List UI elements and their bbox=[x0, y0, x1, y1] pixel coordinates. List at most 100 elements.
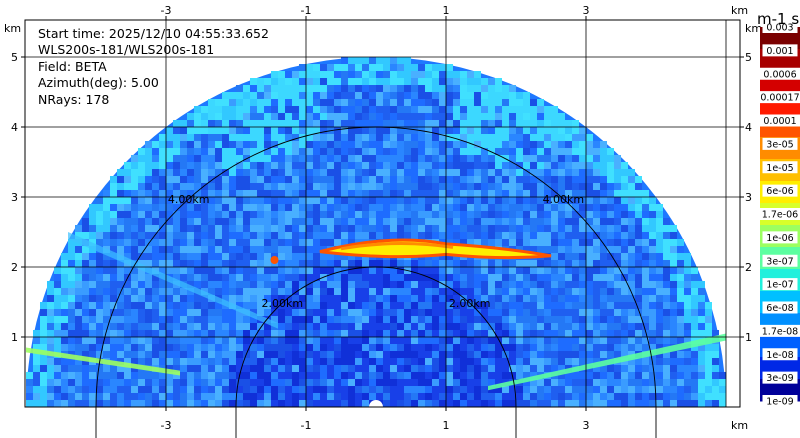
field-cell bbox=[551, 190, 558, 197]
field-cell bbox=[236, 85, 243, 92]
field-cell bbox=[509, 197, 516, 204]
field-cell bbox=[131, 211, 138, 218]
field-cell bbox=[628, 323, 635, 330]
field-cell bbox=[383, 288, 390, 295]
field-cell bbox=[460, 330, 467, 337]
field-cell bbox=[614, 225, 621, 232]
field-cell bbox=[516, 393, 523, 400]
field-cell bbox=[516, 176, 523, 183]
field-cell bbox=[236, 225, 243, 232]
field-cell bbox=[285, 218, 292, 225]
field-cell bbox=[229, 148, 236, 155]
field-cell bbox=[411, 365, 418, 372]
field-cell bbox=[586, 204, 593, 211]
field-cell bbox=[285, 372, 292, 379]
field-cell bbox=[593, 372, 600, 379]
field-cell bbox=[327, 176, 334, 183]
field-cell bbox=[159, 351, 166, 358]
field-cell bbox=[180, 155, 187, 162]
field-cell bbox=[621, 372, 628, 379]
field-cell bbox=[432, 295, 439, 302]
field-cell bbox=[397, 225, 404, 232]
field-cell bbox=[96, 218, 103, 225]
field-cell bbox=[530, 155, 537, 162]
field-cell bbox=[215, 211, 222, 218]
field-cell bbox=[299, 316, 306, 323]
field-cell bbox=[250, 92, 257, 99]
field-cell bbox=[467, 295, 474, 302]
field-cell bbox=[586, 239, 593, 246]
field-cell bbox=[579, 393, 586, 400]
field-cell bbox=[649, 316, 656, 323]
field-cell bbox=[152, 232, 159, 239]
field-cell bbox=[82, 253, 89, 260]
field-cell bbox=[607, 267, 614, 274]
field-cell bbox=[586, 351, 593, 358]
field-cell bbox=[334, 78, 341, 85]
field-cell bbox=[425, 106, 432, 113]
field-cell bbox=[306, 393, 313, 400]
field-cell bbox=[397, 386, 404, 393]
field-cell bbox=[229, 295, 236, 302]
field-cell bbox=[376, 337, 383, 344]
field-cell bbox=[362, 358, 369, 365]
field-cell bbox=[250, 344, 257, 351]
field-cell bbox=[292, 274, 299, 281]
field-cell bbox=[607, 337, 614, 344]
field-cell bbox=[649, 260, 656, 267]
field-cell bbox=[82, 316, 89, 323]
field-cell bbox=[166, 316, 173, 323]
field-cell bbox=[677, 246, 684, 253]
field-cell bbox=[460, 281, 467, 288]
field-cell bbox=[649, 281, 656, 288]
field-cell bbox=[579, 218, 586, 225]
field-cell bbox=[33, 351, 40, 358]
field-cell bbox=[243, 267, 250, 274]
field-cell bbox=[103, 204, 110, 211]
field-cell bbox=[621, 260, 628, 267]
field-cell bbox=[523, 260, 530, 267]
field-cell bbox=[411, 155, 418, 162]
field-cell bbox=[670, 386, 677, 393]
field-cell bbox=[131, 218, 138, 225]
field-cell bbox=[502, 302, 509, 309]
field-cell bbox=[320, 120, 327, 127]
field-cell bbox=[292, 393, 299, 400]
field-cell bbox=[313, 232, 320, 239]
field-cell bbox=[201, 106, 208, 113]
field-cell bbox=[334, 239, 341, 246]
field-cell bbox=[180, 204, 187, 211]
field-cell bbox=[215, 379, 222, 386]
field-cell bbox=[502, 225, 509, 232]
field-cell bbox=[306, 148, 313, 155]
field-cell bbox=[166, 183, 173, 190]
field-cell bbox=[572, 239, 579, 246]
field-cell bbox=[82, 330, 89, 337]
field-cell bbox=[103, 316, 110, 323]
field-cell bbox=[376, 211, 383, 218]
field-cell bbox=[565, 239, 572, 246]
field-cell bbox=[649, 372, 656, 379]
field-cell bbox=[131, 176, 138, 183]
field-cell bbox=[194, 211, 201, 218]
field-cell bbox=[509, 141, 516, 148]
field-cell bbox=[131, 351, 138, 358]
field-cell bbox=[313, 211, 320, 218]
field-cell bbox=[544, 239, 551, 246]
field-cell bbox=[278, 120, 285, 127]
field-cell bbox=[390, 274, 397, 281]
field-cell bbox=[131, 309, 138, 316]
field-cell bbox=[362, 400, 369, 407]
field-cell bbox=[285, 400, 292, 407]
field-cell bbox=[278, 365, 285, 372]
field-cell bbox=[621, 246, 628, 253]
field-cell bbox=[719, 379, 726, 386]
field-cell bbox=[47, 344, 54, 351]
field-cell bbox=[502, 127, 509, 134]
field-cell bbox=[628, 197, 635, 204]
field-cell bbox=[537, 260, 544, 267]
field-cell bbox=[313, 71, 320, 78]
field-cell bbox=[348, 316, 355, 323]
field-cell bbox=[138, 323, 145, 330]
field-cell bbox=[705, 365, 712, 372]
